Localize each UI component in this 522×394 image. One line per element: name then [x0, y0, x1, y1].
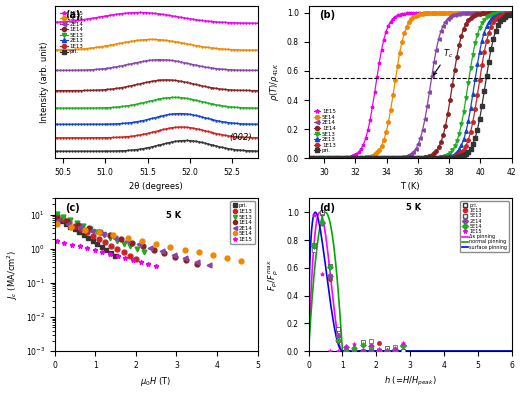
- Point: [317, 210, 326, 216]
- Point: [342, 348, 350, 354]
- Point: [317, 208, 326, 215]
- Point: [375, 348, 383, 354]
- Point: [358, 348, 366, 354]
- Point: [342, 344, 350, 350]
- Point: [399, 339, 408, 346]
- Point: [383, 348, 391, 354]
- Point: [310, 212, 318, 218]
- Point: [391, 346, 399, 352]
- Point: [375, 348, 383, 354]
- Point: [342, 348, 350, 354]
- Point: [358, 348, 366, 354]
- Point: [366, 348, 375, 354]
- Text: (d): (d): [318, 203, 335, 213]
- Y-axis label: Intensity (arb. unit): Intensity (arb. unit): [40, 41, 49, 123]
- X-axis label: $h$ (=$H/H_{peak}$): $h$ (=$H/H_{peak}$): [384, 375, 436, 388]
- Point: [350, 346, 359, 353]
- Point: [366, 348, 375, 354]
- Point: [399, 348, 408, 354]
- Point: [350, 344, 359, 351]
- Point: [375, 348, 383, 354]
- Point: [383, 348, 391, 354]
- Point: [358, 339, 366, 346]
- Point: [366, 343, 375, 349]
- Point: [399, 348, 408, 354]
- Point: [310, 242, 318, 248]
- Point: [375, 348, 383, 354]
- Point: [350, 348, 359, 354]
- Point: [310, 242, 318, 249]
- Text: $T_c$: $T_c$: [433, 47, 453, 75]
- X-axis label: T (K): T (K): [400, 182, 420, 191]
- Point: [383, 348, 391, 354]
- Point: [342, 344, 350, 350]
- Point: [326, 273, 334, 280]
- Point: [391, 348, 399, 354]
- Y-axis label: $J_c$ (MA/cm$^2$): $J_c$ (MA/cm$^2$): [6, 249, 20, 300]
- Point: [334, 332, 342, 338]
- Point: [358, 348, 366, 354]
- Point: [399, 342, 408, 349]
- Point: [326, 272, 334, 279]
- Legend: 1E15, 5E14, 2E14, 1E14, 5E13, 2E13, 1E13, pri.: 1E15, 5E14, 2E14, 1E14, 5E13, 2E13, 1E13…: [57, 8, 86, 57]
- Point: [334, 348, 342, 354]
- Text: (b): (b): [318, 10, 335, 20]
- Point: [326, 348, 334, 354]
- Point: [383, 348, 391, 354]
- Point: [391, 348, 399, 354]
- Point: [310, 247, 318, 254]
- Text: (002): (002): [229, 133, 252, 142]
- Point: [334, 336, 342, 343]
- Y-axis label: $\rho(T)/\rho_{41K}$: $\rho(T)/\rho_{41K}$: [268, 63, 281, 101]
- Point: [317, 220, 326, 226]
- Point: [334, 333, 342, 340]
- Point: [391, 343, 399, 349]
- Point: [310, 243, 318, 249]
- Y-axis label: $F_p/F_{p}^{max}$: $F_p/F_{p}^{max}$: [267, 259, 281, 291]
- Point: [317, 219, 326, 225]
- Legend: pri., 1E13, 5E13, 1E14, 2E14, 5E14, 1E15: pri., 1E13, 5E13, 1E14, 2E14, 5E14, 1E15: [230, 201, 255, 244]
- Point: [342, 348, 350, 354]
- Point: [375, 346, 383, 352]
- Point: [366, 342, 375, 349]
- X-axis label: 2θ (degrees): 2θ (degrees): [129, 182, 183, 191]
- Point: [358, 348, 366, 354]
- Point: [391, 348, 399, 354]
- X-axis label: $\mu_0 H$ (T): $\mu_0 H$ (T): [140, 375, 172, 388]
- Point: [326, 262, 334, 269]
- Point: [350, 340, 359, 347]
- Point: [383, 348, 391, 354]
- Text: (a): (a): [65, 10, 80, 20]
- Point: [366, 338, 375, 344]
- Text: 5 K: 5 K: [406, 203, 421, 212]
- Point: [391, 346, 399, 352]
- Text: 5 K: 5 K: [166, 211, 181, 219]
- Point: [342, 348, 350, 354]
- Text: (c): (c): [65, 203, 79, 213]
- Point: [326, 275, 334, 282]
- Point: [399, 342, 408, 348]
- Point: [358, 342, 366, 349]
- Point: [317, 271, 326, 277]
- Point: [366, 344, 375, 350]
- Point: [334, 326, 342, 332]
- Legend: 1E15, 5E14, 2E14, 1E14, 5E13, 2E13, 1E13, pri.: 1E15, 5E14, 2E14, 1E14, 5E13, 2E13, 1E13…: [311, 107, 338, 155]
- Legend: pri., 1E13, 5E13, 2E14, 5E14, 1E15, Δκ pinning, normal pinning, surface pinning: pri., 1E13, 5E13, 2E14, 5E14, 1E15, Δκ p…: [460, 201, 509, 252]
- Point: [383, 345, 391, 351]
- Point: [375, 340, 383, 346]
- Point: [399, 348, 408, 354]
- Point: [326, 264, 334, 270]
- Point: [310, 243, 318, 249]
- Point: [350, 347, 359, 353]
- Point: [334, 338, 342, 344]
- Point: [350, 348, 359, 354]
- Point: [317, 220, 326, 226]
